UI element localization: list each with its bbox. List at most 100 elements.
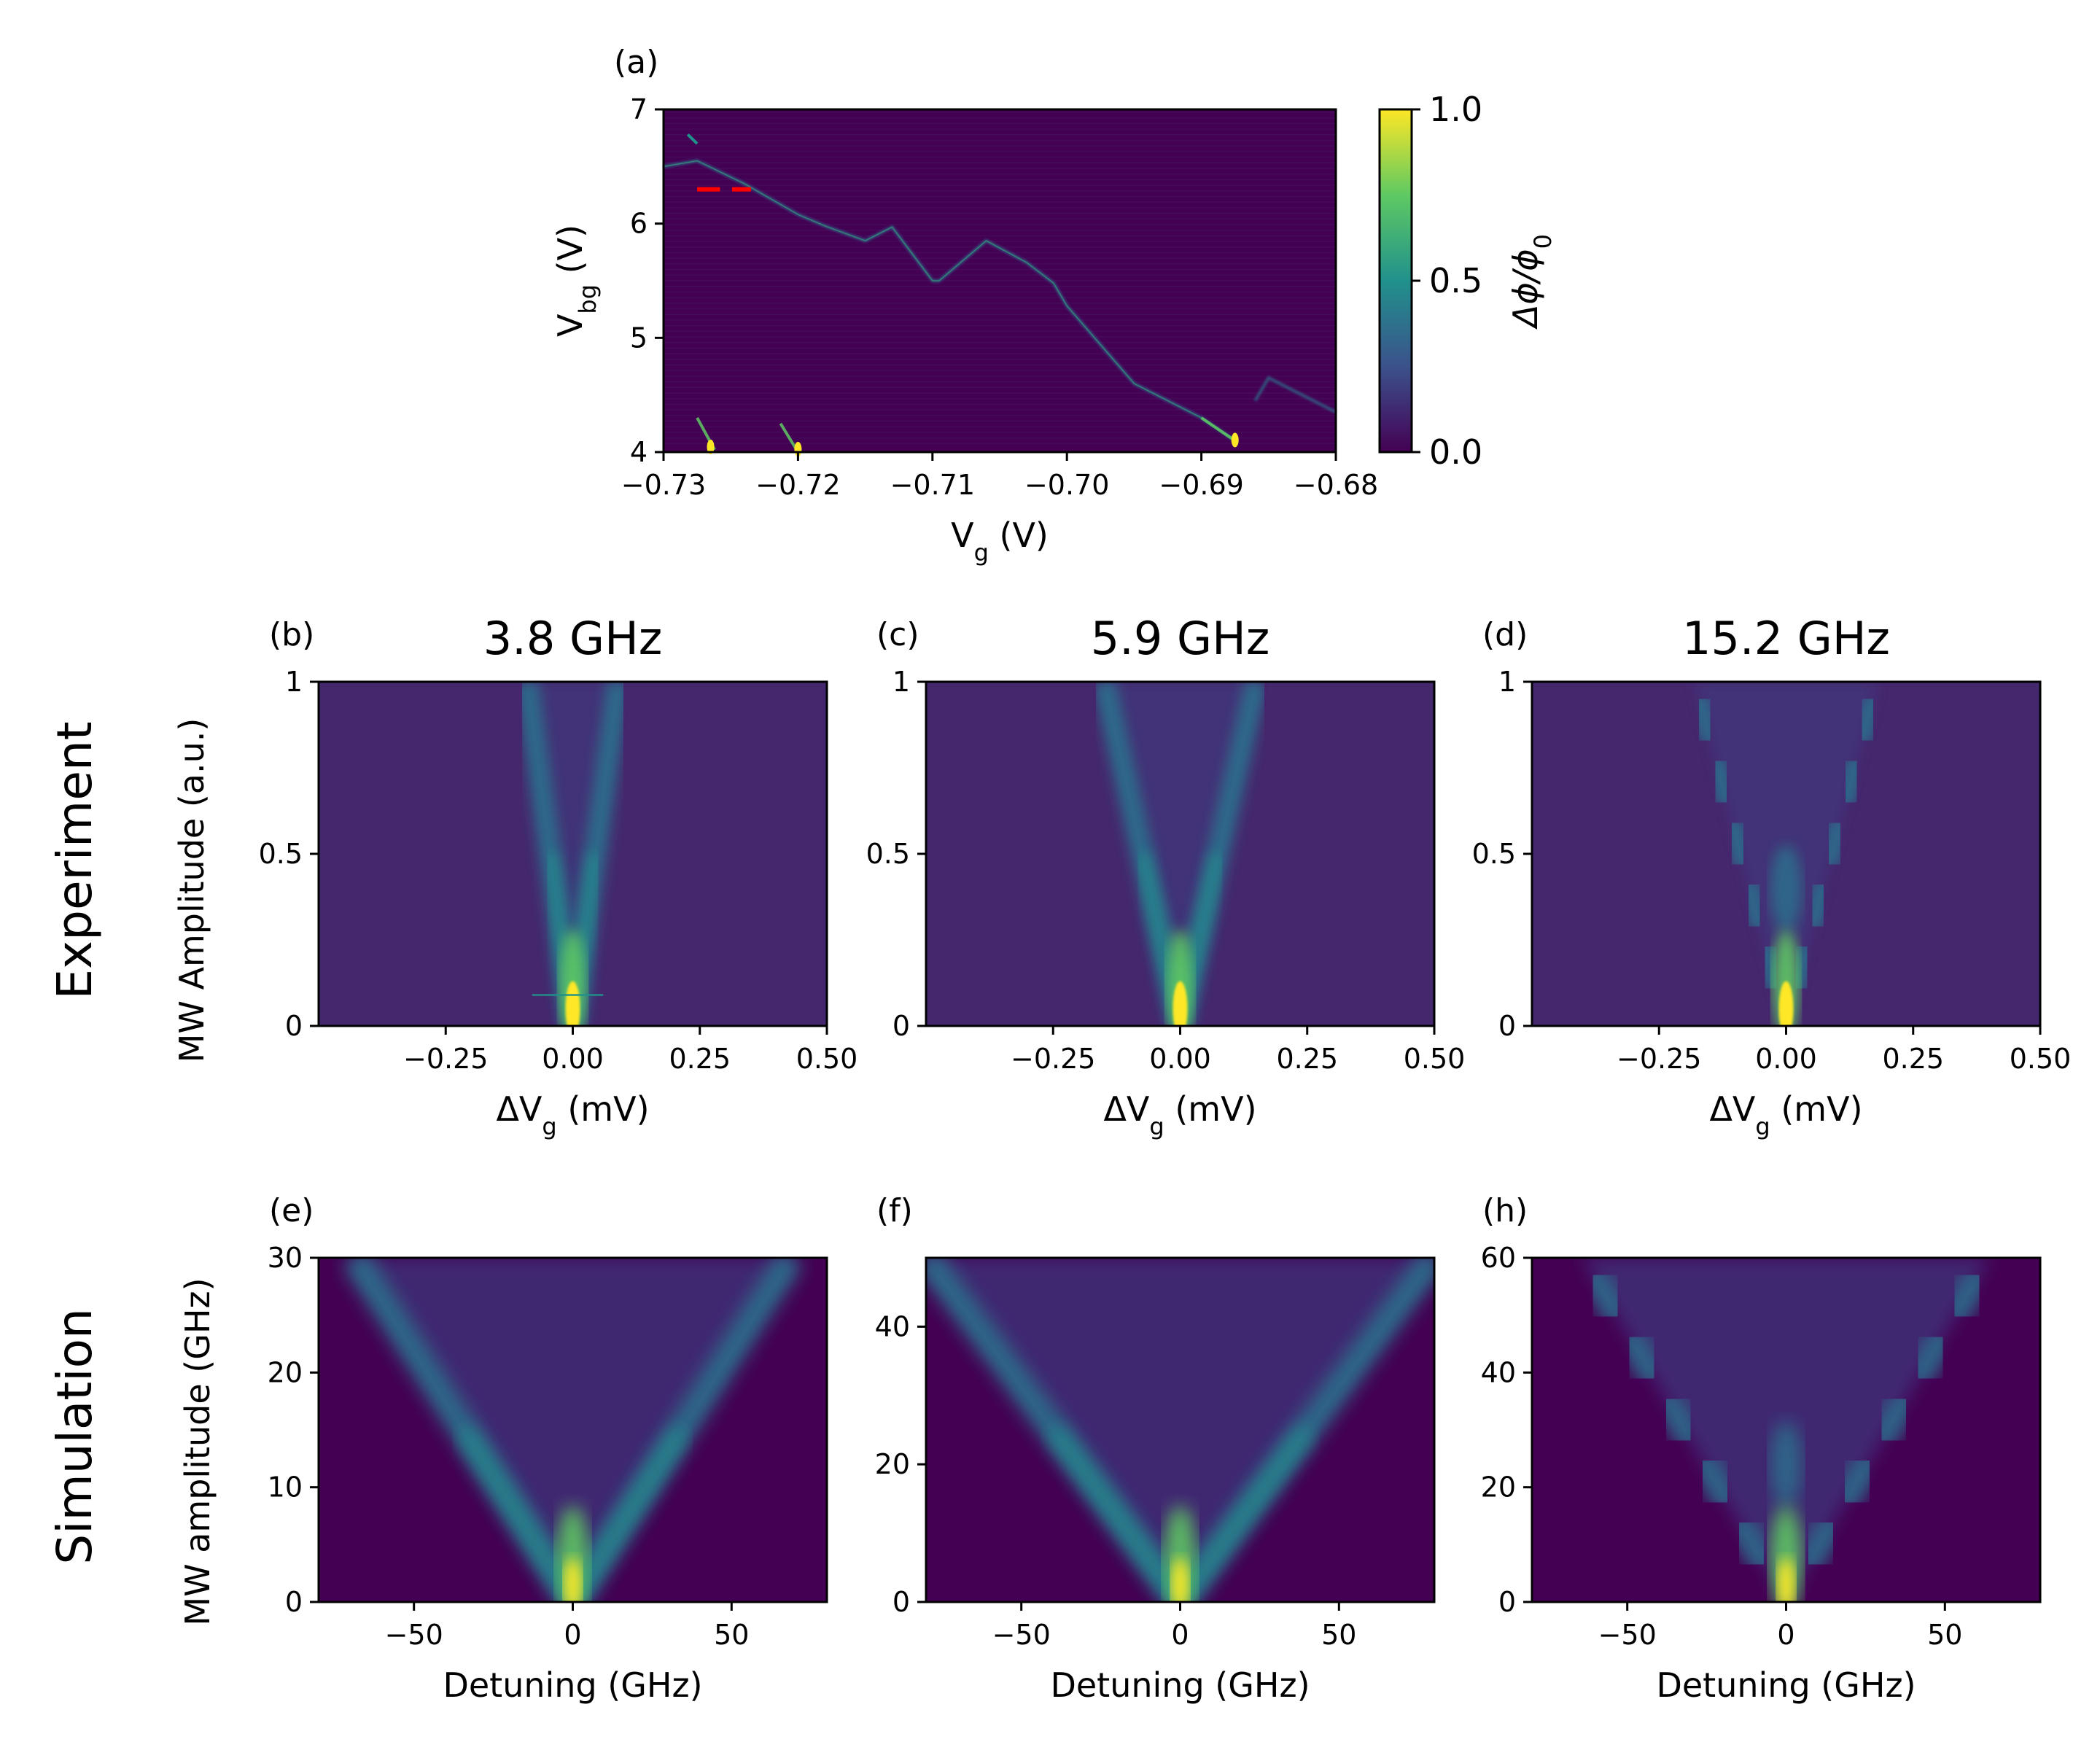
small-feature: [686, 133, 699, 145]
y-axis-label-sub: bg: [574, 284, 602, 314]
y-tick-label: 0.5: [1472, 838, 1516, 870]
x-axis-label-unit: (mV): [1770, 1089, 1863, 1129]
y-tick-label: 0: [892, 1010, 910, 1042]
bright-spot: [1231, 432, 1239, 448]
bright-spot: [707, 439, 715, 454]
x-tick-label: 0.25: [1276, 1043, 1338, 1075]
v-arm-right-inner: [1172, 1424, 1315, 1602]
panel-label: (b): [269, 616, 314, 653]
panel-label: (a): [614, 44, 658, 81]
panel-label: (c): [876, 616, 919, 653]
resonance-peak: [565, 981, 580, 1026]
y-tick-label: 4: [630, 436, 648, 468]
plot-frame: [662, 108, 1337, 454]
y-tick-label: 40: [875, 1310, 910, 1342]
x-axis-label-sub: g: [542, 1113, 556, 1140]
plot-frame: [925, 680, 1436, 1027]
resonance-peak: [1777, 1557, 1795, 1602]
x-tick-label: −0.25: [403, 1043, 488, 1075]
x-axis-label-sub: g: [974, 539, 989, 567]
x-tick-label: 50: [714, 1619, 749, 1651]
x-axis-label: Detuning (GHz): [443, 1665, 702, 1705]
x-axis-label: ΔVg (mV): [1709, 1089, 1862, 1140]
panel-title: 15.2 GHz: [1682, 612, 1890, 665]
panel-label: (e): [269, 1192, 314, 1229]
x-tick-label: −0.72: [755, 469, 840, 501]
y-axis-label: Vbg (V): [551, 225, 602, 337]
colorbar-tick-label: 0.5: [1429, 261, 1482, 300]
x-axis-label-main: ΔV: [1103, 1089, 1149, 1129]
y-tick-label: 20: [1481, 1471, 1516, 1504]
colorbar-label: Δϕ/ϕ0: [1506, 234, 1557, 330]
v-arm-left-segment: [1689, 691, 1721, 748]
y-tick-label: 6: [630, 208, 648, 240]
heatmap-content: [1093, 682, 1267, 1026]
heatmap-content: [342, 1258, 804, 1602]
x-tick-label: −0.71: [890, 469, 975, 501]
v-arm-right-segment: [1835, 753, 1867, 810]
v-arm-right-segment: [1906, 1326, 1955, 1389]
y-tick-label: 0: [285, 1010, 303, 1042]
interference-wedge: [526, 682, 619, 1026]
row-label-simulation: Simulation: [47, 1308, 103, 1565]
x-tick-label: −0.25: [1617, 1043, 1701, 1075]
panel-label: (d): [1482, 616, 1528, 653]
y-tick-label: 20: [875, 1448, 910, 1480]
v-arm-right-segment: [1796, 1512, 1845, 1575]
colorbar-label-main: Δϕ/ϕ: [1506, 249, 1545, 330]
interference-wedge: [354, 1258, 792, 1602]
x-axis-label: Detuning (GHz): [1050, 1665, 1310, 1705]
y-axis-label: MW Amplitude (a.u.): [172, 718, 211, 1063]
resonance-peak: [1171, 1557, 1189, 1602]
heatmap-content: [1581, 1258, 1991, 1602]
y-tick-label: 1: [1498, 666, 1516, 698]
resonance-peak: [1172, 981, 1188, 1026]
y-tick-label: 0.5: [259, 838, 303, 870]
x-axis-label-sub: g: [1149, 1113, 1164, 1140]
x-tick-label: −50: [385, 1619, 443, 1651]
y-tick-label: 5: [630, 322, 648, 354]
x-axis-label: Vg (V): [951, 516, 1049, 567]
plot-frame: [317, 680, 828, 1027]
y-tick-label: 1: [285, 666, 303, 698]
x-axis-label: ΔVg (mV): [496, 1089, 649, 1140]
y-tick-label: 0: [892, 1586, 910, 1618]
x-tick-label: −50: [1598, 1619, 1657, 1651]
heatmap-content: [1611, 682, 1961, 1026]
x-tick-label: −0.25: [1011, 1043, 1095, 1075]
panel-a: −0.73 −0.72 −0.71 −0.70 −0.69 −0.68 4 5 6 7 (a) Vg …: [551, 44, 1378, 567]
y-tick-label: 0: [1498, 1010, 1516, 1042]
panel-h: −50 0 50 0 20 40 60 (h) Detuning (GHz): [1481, 1192, 2042, 1705]
x-tick-label: 0.00: [542, 1043, 604, 1075]
x-tick-label: 0.00: [1755, 1043, 1817, 1075]
x-tick-label: 0.00: [1149, 1043, 1211, 1075]
x-axis-label-main: ΔV: [1709, 1089, 1755, 1129]
heatmap-content: [926, 1258, 1434, 1602]
colorbar-gradient: [1380, 109, 1412, 452]
v-arm-left-segment: [1738, 877, 1770, 934]
v-arm-right-segment: [1819, 815, 1851, 872]
x-tick-label: 50: [1321, 1619, 1356, 1651]
interference-wedge: [1103, 682, 1257, 1026]
x-axis-label-sub: g: [1755, 1113, 1770, 1140]
v-arm-right-segment: [1833, 1450, 1882, 1513]
v-arm-right-segment: [1802, 877, 1834, 934]
x-tick-label: 0.50: [2010, 1043, 2072, 1075]
resonance-peak: [1778, 981, 1794, 1026]
x-tick-label: −0.68: [1294, 469, 1378, 501]
x-tick-label: 50: [1927, 1619, 1962, 1651]
x-tick-label: 0.50: [1404, 1043, 1466, 1075]
x-tick-label: 0: [1777, 1619, 1794, 1651]
y-tick-label: 0: [1498, 1586, 1516, 1618]
x-axis-label-main: ΔV: [496, 1089, 542, 1129]
v-arm-right-inner: [564, 1424, 691, 1602]
x-tick-label: −50: [992, 1619, 1051, 1651]
plot-frame: [317, 1256, 828, 1603]
x-tick-label: −0.69: [1159, 469, 1243, 501]
plot-frame: [1531, 680, 2042, 1027]
v-arm-right-segment: [1851, 691, 1883, 748]
x-tick-label: 0.50: [796, 1043, 858, 1075]
y-axis-label-main: V: [551, 314, 590, 337]
y-tick-label: 40: [1481, 1356, 1516, 1388]
